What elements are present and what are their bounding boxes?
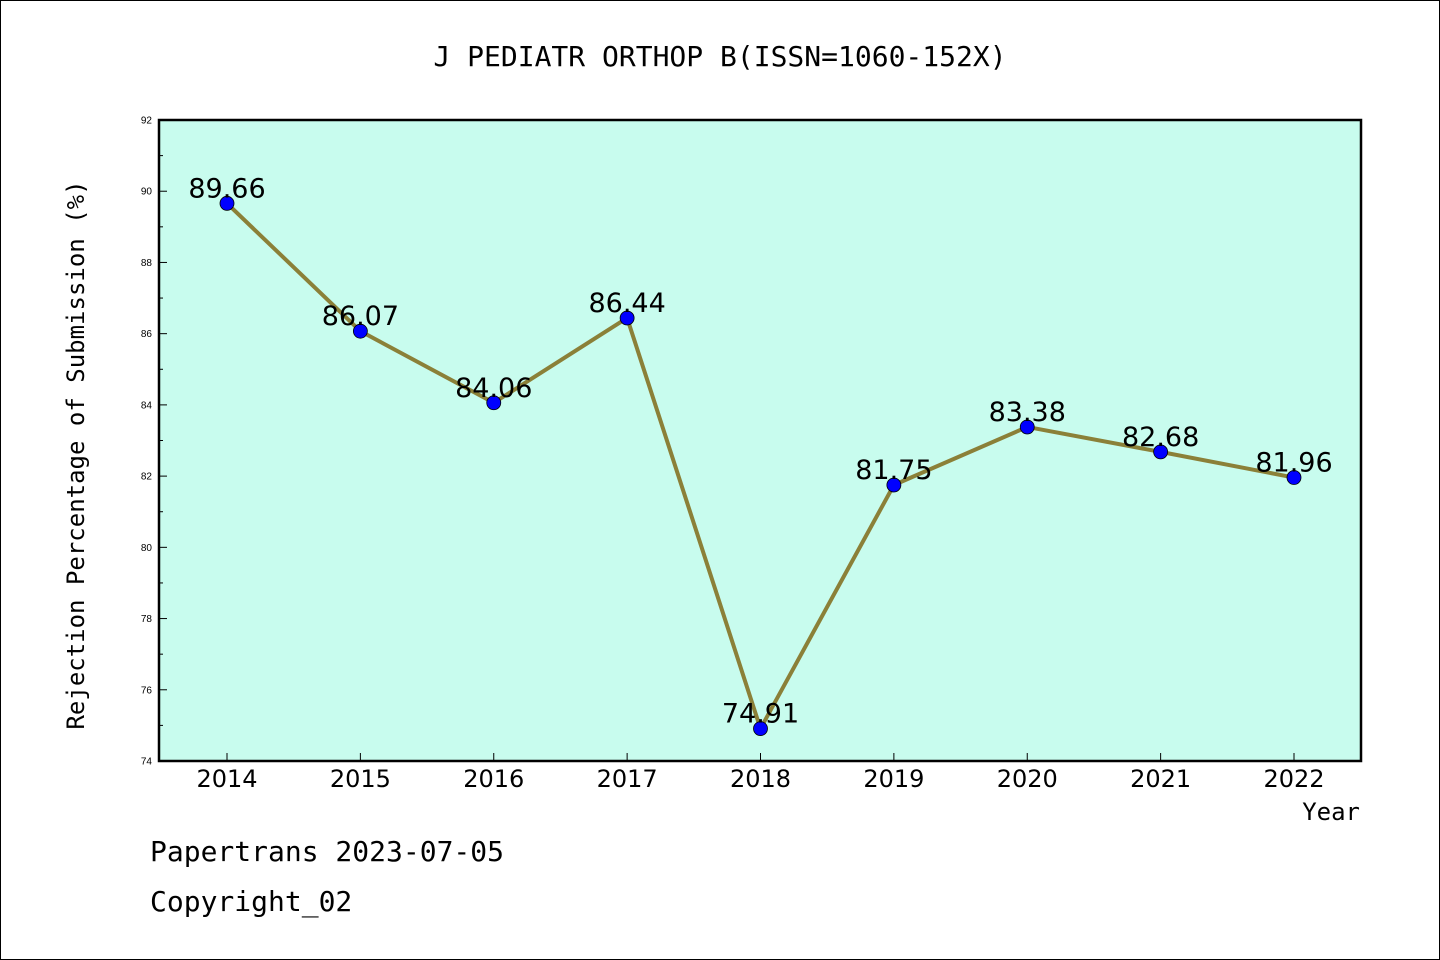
x-axis-title: Year: [1302, 798, 1360, 826]
data-label: 86.07: [322, 301, 399, 332]
y-tick-label: 78: [141, 614, 153, 625]
data-point: [1019, 419, 1035, 435]
data-point: [619, 310, 635, 326]
y-tick-label: 76: [141, 685, 153, 696]
data-point: [886, 477, 902, 493]
plot-border: [157, 118, 1363, 763]
data-label: 74.91: [722, 699, 799, 730]
data-label: 81.96: [1255, 448, 1332, 479]
y-tick-label: 90: [141, 187, 153, 198]
y-axis-title: Rejection Percentage of Submission (%): [62, 180, 90, 729]
data-label: 86.44: [588, 288, 665, 319]
data-point: [1153, 444, 1169, 460]
data-label: 82.68: [1122, 422, 1199, 453]
y-tick-label: 92: [141, 116, 153, 127]
data-point: [753, 721, 768, 736]
x-tick-label: 2019: [863, 765, 924, 793]
y-tick-label: 84: [141, 400, 153, 411]
y-tick-label: 88: [141, 258, 153, 269]
data-point: [219, 195, 235, 211]
y-tick-label: 82: [141, 472, 153, 483]
x-axis: 2014 2015 2016 2017 2018 2019 2020 2021 2022: [196, 753, 1325, 793]
data-point: [1286, 470, 1302, 485]
y-tick-label: 74: [141, 757, 153, 768]
x-tick-label: 2021: [1130, 765, 1191, 793]
x-tick-label: 2022: [1263, 765, 1324, 793]
series-group: 89.66 86.07 84.06 86.44 74.91 81.75 83.38 82.68…: [188, 173, 1333, 736]
data-label: 83.38: [989, 397, 1066, 428]
data-label: 81.75: [855, 455, 932, 486]
y-tick-label: 80: [141, 543, 153, 554]
data-point: [352, 323, 368, 339]
plot-area: [159, 120, 1361, 761]
data-label: 84.06: [455, 373, 532, 404]
x-tick-label: 2020: [997, 765, 1058, 793]
x-tick-label: 2018: [730, 765, 791, 793]
data-label: 89.66: [188, 173, 265, 204]
x-tick-label: 2015: [330, 765, 391, 793]
x-tick-label: 2016: [463, 765, 524, 793]
data-point: [486, 395, 502, 411]
x-tick-label: 2017: [597, 765, 658, 793]
x-tick-label: 2014: [196, 765, 257, 793]
footer-date: Papertrans 2023-07-05: [150, 835, 505, 868]
chart-title: J PEDIATR ORTHOP B(ISSN=1060-152X): [433, 40, 1006, 73]
footer-copyright: Copyright_02: [150, 885, 353, 918]
y-tick-label: 86: [141, 329, 153, 340]
